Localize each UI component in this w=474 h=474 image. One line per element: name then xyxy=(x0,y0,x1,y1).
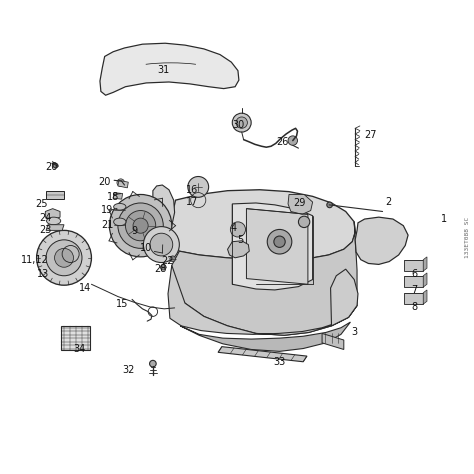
Text: 1: 1 xyxy=(441,214,447,224)
Text: 6: 6 xyxy=(411,269,418,279)
Text: 18: 18 xyxy=(107,192,119,202)
Text: 17: 17 xyxy=(186,197,199,207)
Circle shape xyxy=(170,256,175,262)
Polygon shape xyxy=(46,191,64,199)
Text: 9: 9 xyxy=(131,226,137,237)
Polygon shape xyxy=(218,346,307,362)
Polygon shape xyxy=(113,192,123,199)
Text: 30: 30 xyxy=(233,120,245,130)
Polygon shape xyxy=(228,241,249,258)
Circle shape xyxy=(126,210,156,241)
Circle shape xyxy=(232,113,251,132)
Circle shape xyxy=(53,163,58,168)
Text: 2: 2 xyxy=(385,197,392,207)
Polygon shape xyxy=(355,217,408,264)
Polygon shape xyxy=(164,190,355,261)
Circle shape xyxy=(288,136,298,146)
Text: 29: 29 xyxy=(293,198,306,208)
Text: 3: 3 xyxy=(351,328,357,337)
Text: 5: 5 xyxy=(237,235,243,246)
Polygon shape xyxy=(232,203,313,290)
Text: 10: 10 xyxy=(140,243,152,253)
Text: 13: 13 xyxy=(37,269,49,279)
Circle shape xyxy=(327,202,332,208)
Polygon shape xyxy=(404,293,423,304)
Text: 20: 20 xyxy=(99,177,111,187)
Text: 20: 20 xyxy=(46,162,58,172)
Text: 33: 33 xyxy=(273,357,286,367)
Circle shape xyxy=(144,227,179,263)
Circle shape xyxy=(46,240,82,276)
Ellipse shape xyxy=(114,203,126,210)
Circle shape xyxy=(109,194,172,257)
Text: 14: 14 xyxy=(79,283,91,293)
Circle shape xyxy=(236,117,247,128)
Polygon shape xyxy=(288,194,313,214)
Ellipse shape xyxy=(114,218,126,226)
Circle shape xyxy=(118,203,163,248)
Text: 26: 26 xyxy=(276,137,289,147)
Text: 7: 7 xyxy=(411,285,418,295)
Polygon shape xyxy=(46,209,60,220)
Text: 31: 31 xyxy=(157,64,169,75)
Circle shape xyxy=(36,230,91,285)
Circle shape xyxy=(267,229,292,254)
FancyBboxPatch shape xyxy=(61,326,91,350)
Circle shape xyxy=(150,233,173,256)
Ellipse shape xyxy=(46,217,61,225)
Circle shape xyxy=(133,218,148,233)
Polygon shape xyxy=(171,222,357,335)
Text: 21: 21 xyxy=(101,220,114,230)
Text: 19: 19 xyxy=(101,205,114,215)
Text: 28: 28 xyxy=(154,264,167,274)
Text: 32: 32 xyxy=(122,365,135,375)
Polygon shape xyxy=(168,265,357,335)
Polygon shape xyxy=(153,185,174,236)
Polygon shape xyxy=(246,209,308,284)
Circle shape xyxy=(274,236,285,247)
Text: 4: 4 xyxy=(231,223,237,233)
Circle shape xyxy=(160,264,166,270)
Polygon shape xyxy=(118,180,128,188)
Polygon shape xyxy=(46,225,64,230)
Text: 8: 8 xyxy=(411,302,418,312)
Text: 27: 27 xyxy=(364,130,376,140)
Polygon shape xyxy=(322,333,344,349)
Text: 22: 22 xyxy=(162,255,174,265)
Circle shape xyxy=(188,176,209,197)
Circle shape xyxy=(150,360,156,367)
Text: 11,12: 11,12 xyxy=(21,255,49,264)
Text: 24: 24 xyxy=(39,213,51,223)
Circle shape xyxy=(55,248,73,267)
Text: 25: 25 xyxy=(35,199,47,209)
Text: 133ET088 SC: 133ET088 SC xyxy=(465,216,470,258)
Circle shape xyxy=(117,179,125,186)
Polygon shape xyxy=(330,269,358,326)
Polygon shape xyxy=(404,276,423,287)
Polygon shape xyxy=(423,273,427,287)
Text: 34: 34 xyxy=(73,344,85,354)
Text: 16: 16 xyxy=(186,185,199,195)
Polygon shape xyxy=(423,290,427,304)
Polygon shape xyxy=(404,260,423,271)
Circle shape xyxy=(230,222,246,237)
Circle shape xyxy=(299,216,310,228)
Text: 23: 23 xyxy=(39,225,51,236)
Polygon shape xyxy=(423,257,427,271)
Polygon shape xyxy=(100,43,239,95)
Text: 15: 15 xyxy=(117,299,129,309)
Polygon shape xyxy=(180,322,350,351)
